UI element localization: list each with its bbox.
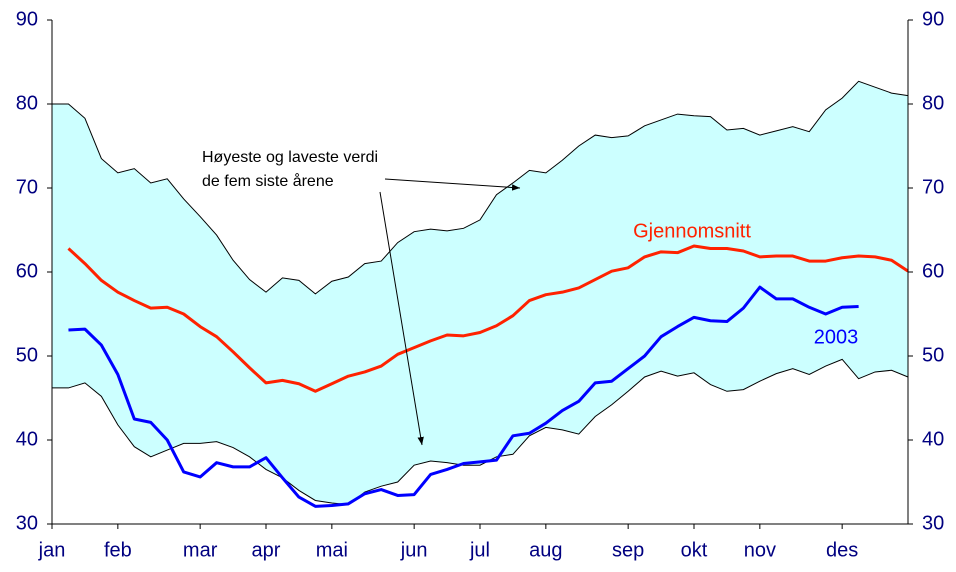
series-label: 2003 (814, 326, 859, 348)
series-line (68, 285, 859, 508)
y-tick-label: 50 (16, 344, 38, 366)
x-tick-label: aug (529, 539, 562, 561)
x-tick-label: jan (38, 539, 66, 561)
x-tick-label: des (826, 539, 858, 561)
band-fill (52, 81, 908, 505)
series-label: Gjennomsnitt (633, 220, 751, 242)
band-lower-line (52, 358, 909, 506)
band-label: Høyeste og laveste verdi (202, 149, 378, 166)
y2-tick-label: 90 (922, 8, 944, 30)
x-tick-label: mar (183, 539, 218, 561)
x-tick-label: feb (104, 539, 132, 561)
x-tick-label: jun (400, 539, 428, 561)
x-tick-label: okt (681, 539, 708, 561)
y2-tick-label: 50 (922, 344, 944, 366)
y2-tick-label: 40 (922, 428, 944, 450)
annotation-arrow (379, 191, 424, 446)
annotation-arrow (384, 178, 521, 191)
y-tick-label: 40 (16, 428, 38, 450)
y-tick-label: 90 (16, 8, 38, 30)
plot-area (52, 80, 909, 508)
y-tick-label: 80 (16, 92, 38, 114)
x-tick-label: mai (316, 539, 348, 561)
y2-tick-label: 60 (922, 260, 944, 282)
axes (47, 19, 913, 529)
band-upper-line (52, 80, 909, 295)
band-label: de fem siste årene (202, 172, 334, 190)
y2-tick-label: 30 (922, 512, 944, 534)
y-tick-label: 70 (16, 176, 38, 198)
x-tick-label: apr (252, 539, 281, 561)
y-tick-label: 30 (16, 512, 38, 534)
y2-tick-label: 80 (922, 92, 944, 114)
x-tick-label: sep (612, 539, 644, 561)
y2-tick-label: 70 (922, 176, 944, 198)
y-tick-label: 60 (16, 260, 38, 282)
series-line (67, 244, 909, 393)
x-tick-label: nov (744, 539, 776, 561)
x-tick-label: jul (469, 539, 490, 561)
